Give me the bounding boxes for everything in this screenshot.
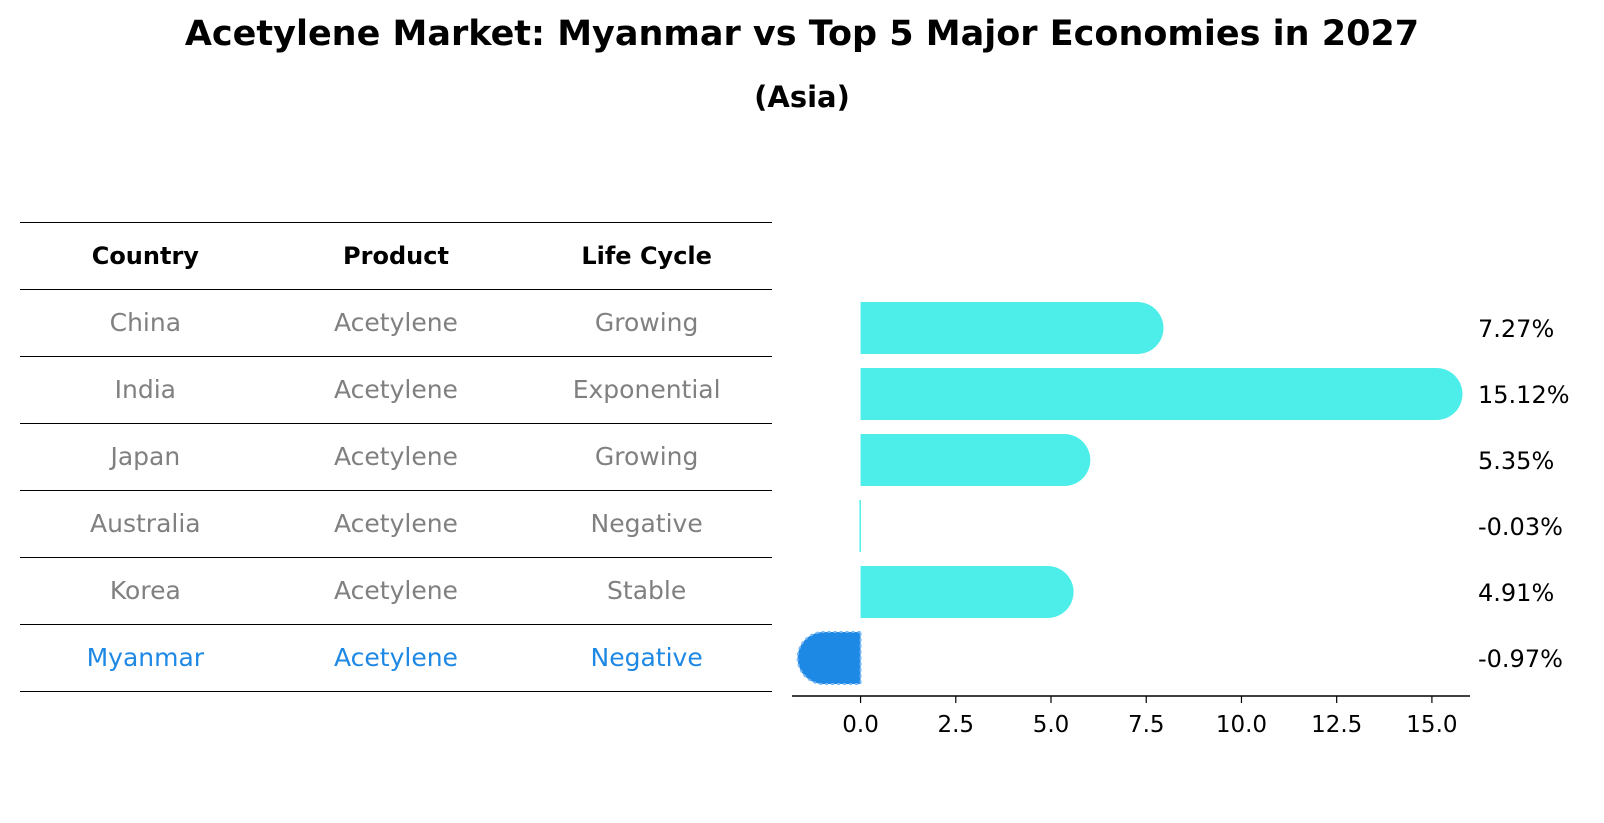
bar-china: [860, 302, 1164, 354]
cell-country: Korea: [109, 576, 181, 605]
header-product: Product: [343, 242, 449, 270]
chart-subtitle: (Asia): [754, 80, 850, 114]
cell-life-cycle: Growing: [594, 442, 699, 471]
value-label-japan: 5.35%: [1478, 447, 1554, 475]
cell-country: China: [109, 308, 182, 337]
header-country: Country: [91, 242, 199, 270]
cell-country: Myanmar: [86, 643, 205, 672]
cell-country: Japan: [110, 442, 181, 471]
cell-life-cycle: Exponential: [572, 375, 721, 404]
bar-australia: [859, 500, 861, 552]
table-row: Australia Acetylene Negative: [20, 490, 772, 557]
cell-product: Acetylene: [334, 375, 458, 404]
x-tick-label: 2.5: [937, 712, 974, 738]
cell-product: Acetylene: [334, 509, 458, 538]
cell-life-cycle: Negative: [590, 643, 703, 672]
x-tick-label: 5.0: [1033, 712, 1070, 738]
bar-korea: [860, 566, 1074, 618]
table-row: Korea Acetylene Stable: [20, 557, 772, 624]
x-tick-label: 15.0: [1406, 712, 1457, 738]
cell-life-cycle: Stable: [607, 576, 687, 605]
table-row: Japan Acetylene Growing: [20, 423, 772, 490]
table-row-highlight: Myanmar Acetylene Negative: [20, 624, 772, 692]
header-life-cycle: Life Cycle: [581, 242, 712, 270]
bar-japan: [860, 434, 1091, 486]
cell-life-cycle: Negative: [590, 509, 703, 538]
bar-india: [860, 368, 1463, 420]
table-row: China Acetylene Growing: [20, 289, 772, 356]
value-label-china: 7.27%: [1478, 315, 1554, 343]
x-tick-label: 7.5: [1128, 712, 1165, 738]
bar-myanmar: [796, 631, 862, 685]
cell-product: Acetylene: [334, 308, 458, 337]
value-label-australia: -0.03%: [1478, 513, 1563, 541]
cell-product: Acetylene: [334, 442, 458, 471]
cell-product: Acetylene: [334, 576, 458, 605]
value-label-myanmar: -0.97%: [1478, 645, 1563, 673]
chart-title: Acetylene Market: Myanmar vs Top 5 Major…: [184, 14, 1420, 54]
x-tick-label: 10.0: [1216, 712, 1267, 738]
value-label-india: 15.12%: [1478, 381, 1570, 409]
table-header-row: Country Product Life Cycle: [20, 222, 772, 289]
cell-life-cycle: Growing: [594, 308, 699, 337]
value-label-korea: 4.91%: [1478, 579, 1554, 607]
x-tick-label: 12.5: [1311, 712, 1362, 738]
data-table: Country Product Life Cycle China Acetyle…: [20, 222, 772, 692]
cell-country: India: [114, 375, 176, 404]
x-tick-label: 0.0: [842, 712, 879, 738]
cell-product: Acetylene: [334, 643, 458, 672]
cell-country: Australia: [90, 509, 201, 538]
table-row: India Acetylene Exponential: [20, 356, 772, 423]
